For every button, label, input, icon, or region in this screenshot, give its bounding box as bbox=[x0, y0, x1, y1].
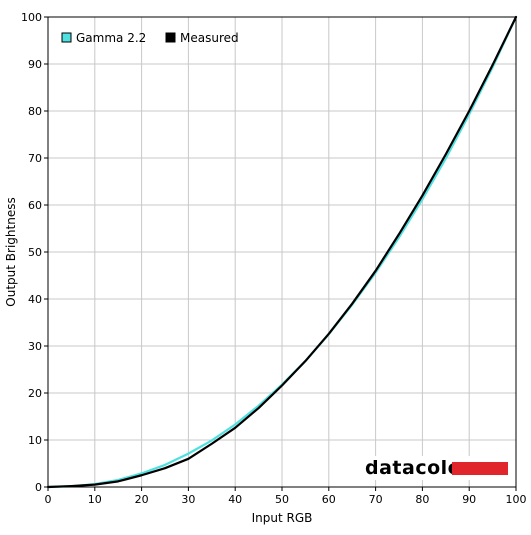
x-tick-label: 0 bbox=[45, 493, 52, 506]
legend: Gamma 2.2 Measured bbox=[61, 31, 239, 45]
x-tick-label: 80 bbox=[415, 493, 429, 506]
legend-label-gamma: Gamma 2.2 bbox=[76, 31, 146, 45]
x-tick-label: 20 bbox=[135, 493, 149, 506]
x-tick-label: 40 bbox=[228, 493, 242, 506]
logo-red-bar bbox=[452, 462, 508, 475]
y-tick-label: 100 bbox=[21, 11, 42, 24]
legend-label-measured: Measured bbox=[180, 31, 239, 45]
y-axis-label: Output Brightness bbox=[4, 197, 18, 306]
y-tick-label: 10 bbox=[28, 434, 42, 447]
y-tick-label: 90 bbox=[28, 58, 42, 71]
y-tick-label: 20 bbox=[28, 387, 42, 400]
x-axis-label: Input RGB bbox=[252, 511, 313, 525]
series-line-measured bbox=[46, 15, 518, 489]
x-tick-label: 30 bbox=[181, 493, 195, 506]
y-tick-label: 60 bbox=[28, 199, 42, 212]
datacolor-logo: datacolor bbox=[362, 456, 512, 480]
legend-swatch-measured bbox=[165, 32, 176, 43]
y-tick-label: 70 bbox=[28, 152, 42, 165]
y-tick-label: 40 bbox=[28, 293, 42, 306]
x-tick-label: 70 bbox=[369, 493, 383, 506]
logo-text: datacolor bbox=[365, 457, 471, 479]
x-tick-label: 50 bbox=[275, 493, 289, 506]
x-tick-label: 100 bbox=[506, 493, 527, 506]
y-tick-label: 30 bbox=[28, 340, 42, 353]
series-layer bbox=[46, 15, 518, 489]
grid-lines bbox=[48, 17, 516, 487]
legend-swatch-gamma bbox=[61, 32, 72, 43]
x-tick-label: 60 bbox=[322, 493, 336, 506]
tick-labels: 0 10 20 30 40 50 60 70 80 90 100 0 10 20 30 40 50 60 70 80 9… bbox=[21, 11, 527, 506]
x-tick-label: 90 bbox=[462, 493, 476, 506]
y-tick-label: 0 bbox=[35, 481, 42, 494]
x-tick-label: 10 bbox=[88, 493, 102, 506]
y-tick-label: 50 bbox=[28, 246, 42, 259]
y-tick-label: 80 bbox=[28, 105, 42, 118]
